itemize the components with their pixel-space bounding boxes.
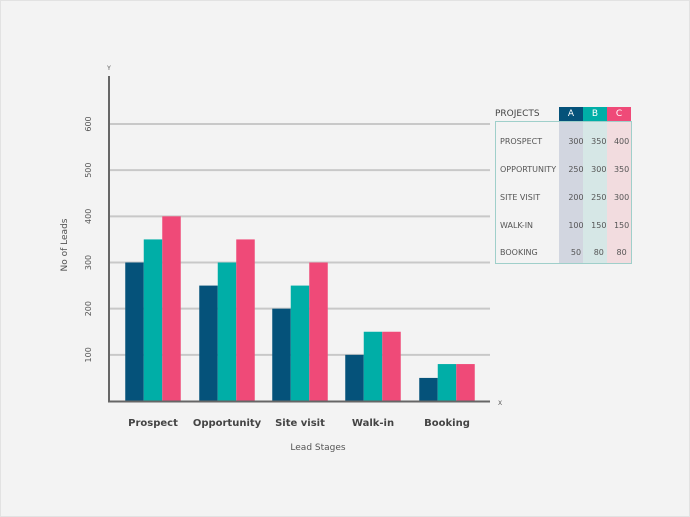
x-tick-label: Prospect	[128, 418, 178, 429]
column-header-a: A	[559, 107, 583, 121]
cell-value: 300	[591, 165, 607, 174]
cell-value: 300	[568, 137, 584, 146]
bar-a-opportunity	[199, 285, 218, 401]
cell-value: 100	[568, 221, 584, 230]
x-tick-label: Site visit	[275, 418, 325, 429]
row-label: PROSPECT	[500, 137, 543, 146]
bar-b-opportunity	[217, 262, 237, 401]
cell-value: 400	[613, 137, 630, 146]
y-tick-label: 600	[84, 116, 93, 131]
row-label: WALK-IN	[500, 221, 534, 230]
x-axis-label: Lead Stages	[290, 443, 345, 453]
x-tick-label: Walk-in	[352, 418, 394, 429]
bar-c-site-visit	[309, 262, 328, 401]
y-tick-label: 300	[84, 255, 93, 270]
column-header-b: B	[583, 107, 607, 121]
x-axis-marker: X	[498, 400, 502, 407]
x-tick-label: Opportunity	[193, 418, 262, 429]
row-label: BOOKING	[500, 248, 538, 257]
bar-c-opportunity	[236, 239, 255, 401]
cell-value: 150	[591, 221, 607, 230]
table-row: OPPORTUNITY 250 300 350	[496, 164, 633, 176]
bar-b-site-visit	[290, 285, 310, 401]
y-tick-label: 200	[84, 301, 93, 316]
y-axis-label: No of Leads	[60, 218, 70, 271]
bar-a-site-visit	[272, 308, 291, 401]
bar-c-prospect	[162, 216, 181, 401]
row-label: OPPORTUNITY	[500, 165, 557, 174]
projects-table: PROJECTS A B C PROSPECT 300 350 400 OPPORTUN…	[495, 107, 632, 264]
table-row: SITE VISIT 200 250 300	[496, 192, 633, 204]
cell-value: 150	[613, 221, 630, 230]
bar-b-booking	[437, 364, 457, 401]
cell-value: 350	[591, 137, 607, 146]
bar-a-prospect	[125, 262, 144, 401]
x-tick-label: Booking	[424, 418, 470, 429]
bar-b-walk-in	[363, 331, 383, 401]
y-axis-marker: Y	[106, 65, 111, 72]
bar-c-booking	[456, 364, 475, 401]
cell-value: 300	[613, 193, 630, 202]
y-tick-label: 500	[84, 163, 93, 178]
table-row: WALK-IN 100 150 150	[496, 220, 633, 232]
cell-value: 200	[568, 193, 584, 202]
y-tick-label: 400	[84, 209, 93, 224]
bar-b-prospect	[143, 239, 163, 401]
y-tick-label: 100	[84, 347, 93, 362]
cell-value: 80	[616, 248, 627, 257]
cell-value: 250	[568, 165, 584, 174]
bar-a-booking	[419, 377, 438, 401]
table-row: BOOKING 50 80 80	[496, 247, 633, 259]
bar-c-walk-in	[382, 331, 401, 401]
cell-value: 80	[593, 248, 604, 257]
column-header-c: C	[607, 107, 631, 121]
cell-value: 250	[591, 193, 607, 202]
cell-value: 350	[613, 165, 630, 174]
table-row: PROSPECT 300 350 400	[496, 136, 633, 148]
cell-value: 50	[570, 248, 582, 257]
bar-a-walk-in	[345, 354, 364, 401]
row-label: SITE VISIT	[500, 193, 541, 202]
table-title: PROJECTS	[495, 109, 540, 119]
